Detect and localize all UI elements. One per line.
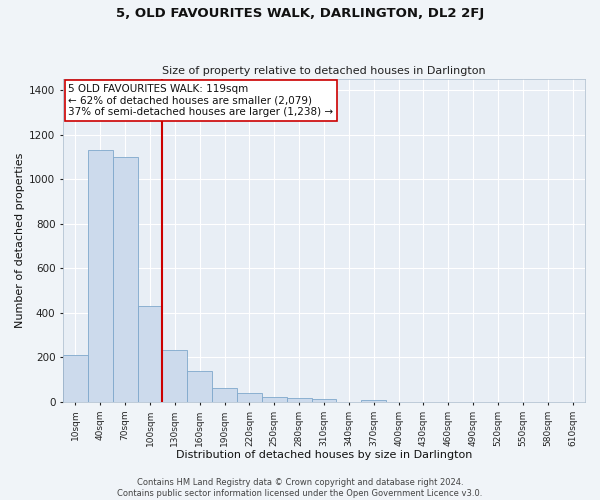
Bar	[311, 399, 337, 402]
Bar	[237, 393, 262, 402]
Bar	[361, 400, 386, 402]
Text: Contains HM Land Registry data © Crown copyright and database right 2024.
Contai: Contains HM Land Registry data © Crown c…	[118, 478, 482, 498]
Bar	[187, 370, 212, 402]
Bar	[113, 157, 137, 402]
Bar	[88, 150, 113, 402]
Text: 5, OLD FAVOURITES WALK, DARLINGTON, DL2 2FJ: 5, OLD FAVOURITES WALK, DARLINGTON, DL2 …	[116, 8, 484, 20]
Bar	[212, 388, 237, 402]
Text: 5 OLD FAVOURITES WALK: 119sqm
← 62% of detached houses are smaller (2,079)
37% o: 5 OLD FAVOURITES WALK: 119sqm ← 62% of d…	[68, 84, 334, 117]
Bar	[163, 350, 187, 402]
Bar	[287, 398, 311, 402]
Bar	[137, 306, 163, 402]
Bar	[262, 398, 287, 402]
Bar	[63, 355, 88, 402]
X-axis label: Distribution of detached houses by size in Darlington: Distribution of detached houses by size …	[176, 450, 472, 460]
Title: Size of property relative to detached houses in Darlington: Size of property relative to detached ho…	[162, 66, 486, 76]
Y-axis label: Number of detached properties: Number of detached properties	[15, 153, 25, 328]
